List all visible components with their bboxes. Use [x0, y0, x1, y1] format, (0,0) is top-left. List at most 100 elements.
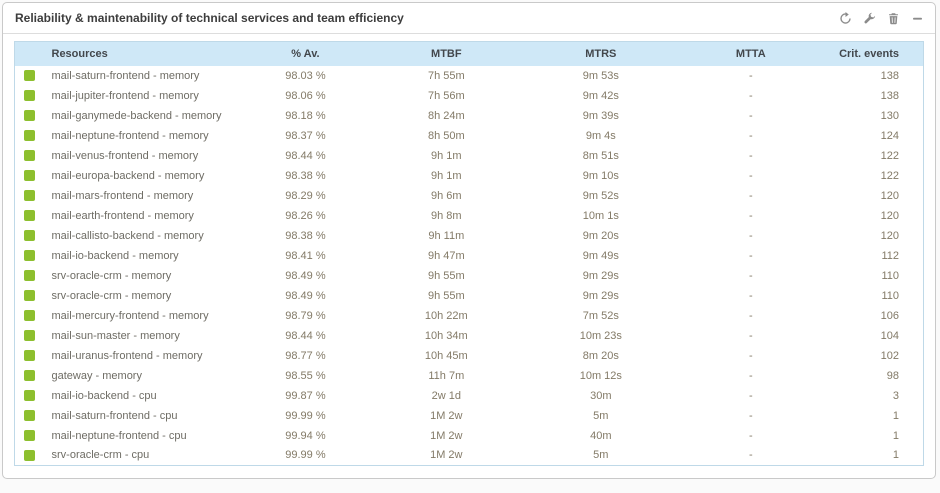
- status-ok-icon: [24, 430, 36, 442]
- table-row[interactable]: mail-sun-master - memory 98.44 % 10h 34m…: [15, 326, 924, 346]
- mtbf-value: 9h 1m: [431, 149, 462, 162]
- availability-value: 98.29 %: [285, 189, 326, 202]
- availability-value: 98.38 %: [285, 229, 326, 242]
- table-row[interactable]: mail-neptune-frontend - memory 98.37 % 8…: [15, 126, 924, 146]
- status-ok-icon: [24, 410, 36, 422]
- availability-value: 98.37 %: [285, 129, 326, 142]
- resource-name: mail-europa-backend - memory: [51, 169, 205, 182]
- table-row[interactable]: mail-saturn-frontend - memory 98.03 % 7h…: [15, 66, 924, 86]
- resource-name: mail-callisto-backend - memory: [51, 229, 204, 242]
- mtrs-value: 7m 52s: [582, 309, 619, 322]
- crit-events-value: 122: [880, 149, 899, 162]
- resource-name: srv-oracle-crm - memory: [51, 269, 172, 282]
- trash-icon[interactable]: [886, 11, 901, 26]
- crit-events-value: 120: [880, 229, 899, 242]
- mtrs-value: 10m 23s: [579, 329, 622, 342]
- mtbf-value: 7h 55m: [427, 69, 465, 82]
- crit-events-value: 110: [881, 269, 899, 282]
- status-ok-icon: [24, 110, 36, 122]
- mtrs-value: 30m: [590, 389, 612, 402]
- resource-name: mail-mars-frontend - memory: [51, 189, 194, 202]
- availability-column-header[interactable]: % Av.: [291, 47, 320, 60]
- status-ok-icon: [24, 190, 36, 202]
- status-ok-icon: [24, 90, 36, 102]
- table-row[interactable]: mail-jupiter-frontend - memory 98.06 % 7…: [15, 86, 924, 106]
- widget-title: Reliability & maintenability of technica…: [15, 11, 404, 25]
- availability-value: 98.44 %: [285, 329, 326, 342]
- availability-value: 99.94 %: [285, 429, 326, 442]
- table-row[interactable]: mail-ganymede-backend - memory 98.18 % 8…: [15, 106, 924, 126]
- resources-column-header[interactable]: Resources: [51, 47, 108, 60]
- reliability-table: Resources % Av. MTBF MTRS MTTA Crit. eve…: [14, 41, 924, 466]
- mtbf-value: 9h 1m: [431, 169, 462, 182]
- mtta-value: -: [748, 349, 753, 362]
- table-row[interactable]: mail-venus-frontend - memory 98.44 % 9h …: [15, 146, 924, 166]
- table-row[interactable]: mail-mars-frontend - memory 98.29 % 9h 6…: [15, 186, 924, 206]
- resource-name: mail-io-backend - memory: [51, 249, 179, 262]
- mtrs-column-header[interactable]: MTRS: [585, 47, 617, 60]
- mtbf-value: 10h 45m: [424, 349, 468, 362]
- crit-events-value: 120: [880, 189, 899, 202]
- minimize-icon[interactable]: [910, 11, 925, 26]
- table-row[interactable]: mail-mercury-frontend - memory 98.79 % 1…: [15, 306, 924, 326]
- table-row[interactable]: srv-oracle-crm - cpu 99.99 % 1M 2w 5m - …: [15, 446, 924, 466]
- resource-name: mail-neptune-frontend - cpu: [51, 429, 187, 442]
- refresh-icon[interactable]: [838, 11, 853, 26]
- resource-name: mail-ganymede-backend - memory: [51, 109, 222, 122]
- resource-name: mail-jupiter-frontend - memory: [51, 89, 199, 102]
- availability-value: 98.55 %: [285, 369, 326, 382]
- availability-value: 99.99 %: [285, 409, 326, 422]
- status-ok-icon: [24, 130, 36, 142]
- resource-name: mail-venus-frontend - memory: [51, 149, 199, 162]
- resource-name: mail-saturn-frontend - memory: [51, 69, 200, 82]
- crit-events-value: 138: [880, 69, 899, 82]
- widget-actions: [838, 11, 925, 26]
- mtrs-value: 9m 4s: [585, 129, 616, 142]
- mtbf-value: 9h 55m: [427, 289, 465, 302]
- status-ok-icon: [24, 330, 36, 342]
- crit-events-value: 1: [892, 449, 899, 462]
- status-ok-icon: [24, 390, 36, 402]
- mtta-value: -: [748, 249, 753, 262]
- crit-events-value: 124: [880, 129, 899, 142]
- table-row[interactable]: mail-uranus-frontend - memory 98.77 % 10…: [15, 346, 924, 366]
- crit-events-value: 98: [886, 369, 899, 382]
- wrench-icon[interactable]: [862, 11, 877, 26]
- crit-events-value: 130: [880, 109, 899, 122]
- mtta-column-header[interactable]: MTTA: [735, 47, 766, 60]
- table-row[interactable]: mail-saturn-frontend - cpu 99.99 % 1M 2w…: [15, 406, 924, 426]
- table-row[interactable]: gateway - memory 98.55 % 11h 7m 10m 12s …: [15, 366, 924, 386]
- resource-name: srv-oracle-crm - cpu: [51, 449, 150, 462]
- availability-value: 98.06 %: [285, 89, 326, 102]
- mtta-value: -: [748, 429, 753, 442]
- crit-events-value: 112: [881, 249, 899, 262]
- table-row[interactable]: srv-oracle-crm - memory 98.49 % 9h 55m 9…: [15, 266, 924, 286]
- mtbf-value: 11h 7m: [428, 369, 465, 382]
- mtbf-value: 10h 22m: [424, 309, 468, 322]
- mtbf-value: 9h 55m: [427, 269, 465, 282]
- resource-name: mail-sun-master - memory: [51, 329, 180, 342]
- table-row[interactable]: mail-io-backend - memory 98.41 % 9h 47m …: [15, 246, 924, 266]
- status-ok-icon: [24, 250, 36, 262]
- mtta-value: -: [748, 149, 753, 162]
- table-row[interactable]: mail-earth-frontend - memory 98.26 % 9h …: [15, 206, 924, 226]
- mtbf-value: 2w 1d: [431, 389, 461, 402]
- mtta-value: -: [748, 69, 753, 82]
- table-row[interactable]: mail-neptune-frontend - cpu 99.94 % 1M 2…: [15, 426, 924, 446]
- mtrs-value: 9m 29s: [582, 289, 619, 302]
- table-row[interactable]: mail-io-backend - cpu 99.87 % 2w 1d 30m …: [15, 386, 924, 406]
- mtbf-value: 1M 2w: [430, 429, 463, 442]
- table-body: mail-saturn-frontend - memory 98.03 % 7h…: [15, 66, 924, 466]
- resource-name: mail-earth-frontend - memory: [51, 209, 194, 222]
- mtbf-column-header[interactable]: MTBF: [431, 47, 462, 60]
- mtta-value: -: [748, 269, 753, 282]
- table-row[interactable]: mail-callisto-backend - memory 98.38 % 9…: [15, 226, 924, 246]
- mtrs-value: 40m: [590, 429, 612, 442]
- table-row[interactable]: mail-europa-backend - memory 98.38 % 9h …: [15, 166, 924, 186]
- crit-events-value: 1: [892, 429, 899, 442]
- reliability-widget: Reliability & maintenability of technica…: [2, 2, 936, 479]
- table-row[interactable]: srv-oracle-crm - memory 98.49 % 9h 55m 9…: [15, 286, 924, 306]
- crit-events-column-header[interactable]: Crit. events: [839, 47, 899, 60]
- crit-events-value: 138: [880, 89, 899, 102]
- table-header-row: Resources % Av. MTBF MTRS MTTA Crit. eve…: [14, 41, 924, 66]
